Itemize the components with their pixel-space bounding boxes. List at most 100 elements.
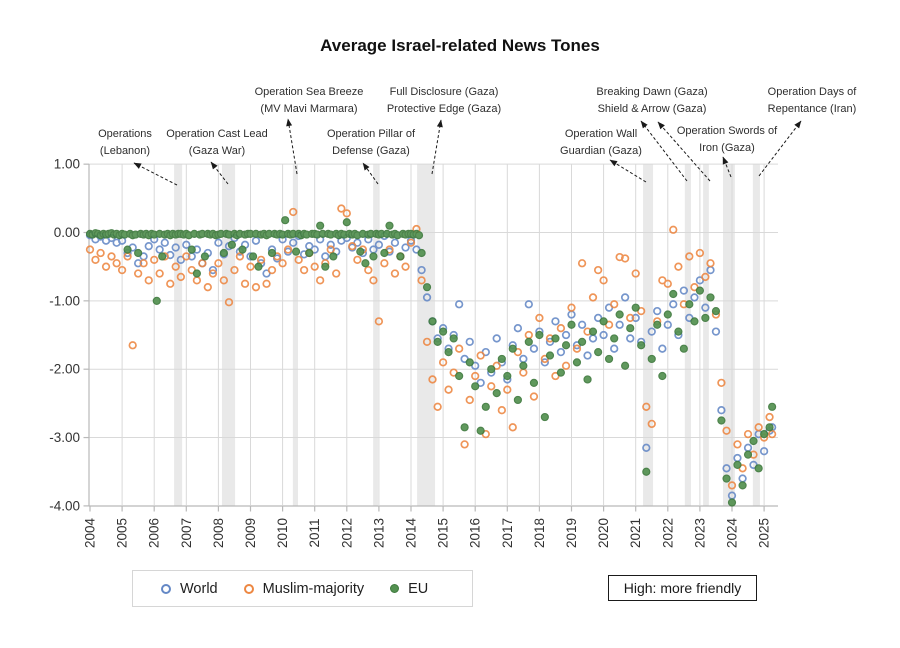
data-point bbox=[674, 262, 683, 271]
x-tick-label: 2011 bbox=[307, 518, 322, 547]
data-point bbox=[503, 385, 512, 394]
data-point bbox=[361, 259, 370, 268]
data-point bbox=[599, 276, 608, 285]
data-point bbox=[396, 252, 405, 261]
data-point bbox=[610, 300, 619, 309]
data-point bbox=[738, 481, 747, 490]
data-point bbox=[529, 392, 539, 401]
data-point bbox=[759, 430, 769, 439]
x-tick-label: 2009 bbox=[243, 518, 258, 548]
data-point bbox=[647, 327, 656, 336]
data-point bbox=[401, 243, 410, 252]
annotation-label: Operation Sea Breeze (MV Mavi Marmara) bbox=[254, 86, 364, 115]
data-point bbox=[561, 341, 571, 350]
data-point bbox=[551, 317, 560, 326]
data-point bbox=[669, 300, 678, 309]
data-point bbox=[422, 283, 432, 292]
data-point bbox=[556, 324, 566, 333]
eu-marker-icon bbox=[390, 584, 400, 593]
data-point bbox=[230, 265, 239, 275]
data-point bbox=[254, 262, 263, 271]
data-point bbox=[329, 252, 338, 261]
x-tick-label: 2004 bbox=[83, 517, 98, 548]
data-point bbox=[503, 371, 512, 381]
data-point bbox=[444, 385, 453, 394]
data-point bbox=[647, 354, 656, 364]
data-point bbox=[717, 378, 726, 388]
data-point bbox=[465, 358, 474, 367]
data-point bbox=[219, 248, 228, 258]
data-point bbox=[316, 221, 325, 230]
data-point bbox=[685, 252, 694, 261]
data-point bbox=[529, 378, 539, 387]
data-point bbox=[572, 358, 582, 367]
data-point bbox=[123, 245, 132, 254]
data-point bbox=[711, 327, 721, 336]
data-point bbox=[749, 436, 758, 446]
data-point bbox=[139, 259, 148, 268]
data-point bbox=[428, 375, 437, 384]
x-tick-label: 2008 bbox=[211, 518, 226, 548]
data-point bbox=[283, 245, 293, 254]
data-point bbox=[422, 293, 432, 302]
data-point bbox=[251, 283, 261, 292]
data-point bbox=[417, 265, 426, 275]
data-point bbox=[759, 447, 769, 456]
data-point bbox=[695, 286, 705, 295]
annotation-label: Operation Cast Lead (Gaza War) bbox=[166, 128, 268, 157]
x-tick-label: 2014 bbox=[404, 517, 419, 548]
data-point bbox=[669, 225, 678, 234]
data-point bbox=[321, 262, 330, 271]
legend-label-eu: EU bbox=[408, 580, 429, 597]
muslim-majority-marker-icon bbox=[243, 583, 254, 594]
data-point bbox=[663, 279, 672, 288]
data-point bbox=[91, 255, 100, 264]
data-point bbox=[519, 354, 528, 364]
data-point bbox=[561, 361, 571, 370]
data-point bbox=[256, 255, 266, 264]
data-point bbox=[444, 348, 453, 357]
annotation-label: Operation Pillar of Defense (Gaza) bbox=[326, 128, 416, 157]
data-point bbox=[369, 276, 378, 285]
data-point bbox=[497, 406, 506, 415]
data-point bbox=[187, 245, 196, 254]
data-point bbox=[438, 358, 448, 367]
data-point bbox=[701, 272, 710, 282]
data-point bbox=[620, 293, 630, 302]
data-point bbox=[615, 320, 624, 329]
data-point bbox=[540, 412, 549, 422]
data-point bbox=[722, 464, 731, 473]
data-point bbox=[524, 337, 533, 346]
data-point bbox=[631, 313, 640, 323]
data-point bbox=[134, 248, 143, 258]
data-point bbox=[316, 276, 325, 285]
data-point bbox=[166, 250, 175, 260]
data-point bbox=[449, 334, 458, 343]
data-point bbox=[380, 248, 389, 258]
data-point bbox=[182, 240, 191, 249]
data-point bbox=[513, 324, 523, 333]
data-point bbox=[658, 344, 667, 353]
data-point bbox=[224, 298, 234, 307]
chart-title: Average Israel-related News Tones bbox=[320, 36, 600, 55]
data-point bbox=[128, 341, 137, 350]
data-point bbox=[289, 207, 298, 217]
data-point bbox=[701, 313, 710, 323]
data-point bbox=[711, 307, 721, 316]
data-point bbox=[433, 402, 442, 411]
data-point bbox=[754, 423, 763, 432]
data-point bbox=[248, 252, 258, 261]
data-point bbox=[192, 269, 201, 278]
data-point bbox=[690, 317, 699, 326]
data-point bbox=[208, 269, 218, 278]
data-point bbox=[487, 365, 496, 374]
data-point bbox=[219, 276, 229, 285]
data-point bbox=[192, 276, 202, 285]
data-point bbox=[577, 320, 587, 329]
axes bbox=[83, 163, 778, 512]
data-point bbox=[717, 406, 726, 415]
data-point bbox=[685, 300, 694, 309]
data-point bbox=[332, 269, 341, 278]
data-point bbox=[133, 259, 143, 268]
